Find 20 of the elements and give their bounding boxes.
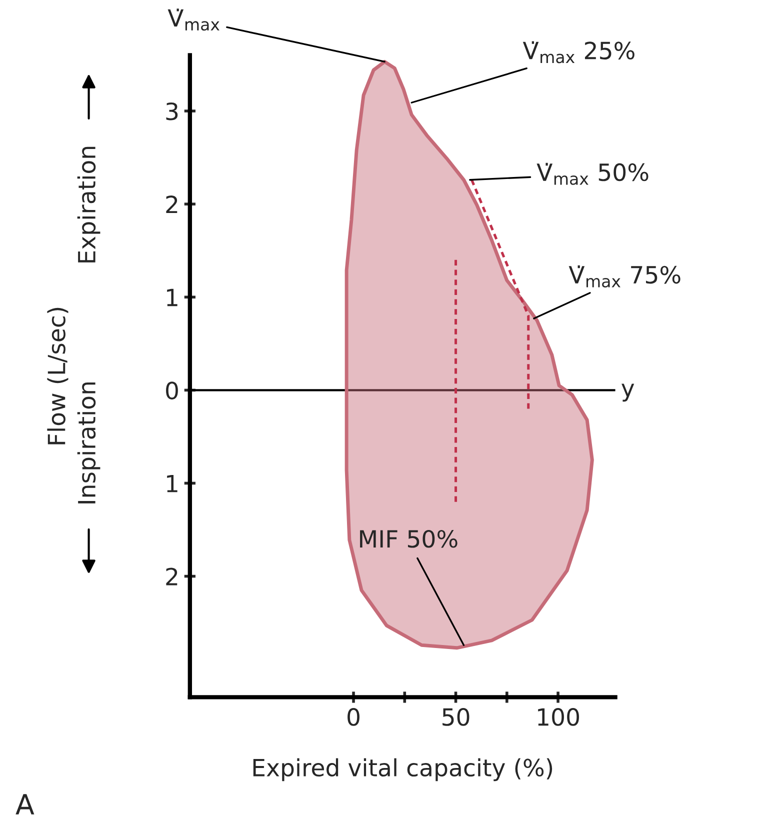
- x-tick-label: 100: [538, 708, 579, 726]
- text: Expiration: [77, 146, 100, 262]
- x-tick-label: 50: [442, 708, 470, 726]
- annotation: V̇$_{max}$ 50%: [536, 162, 648, 185]
- y-axis-title: Flow (L/sec): [47, 308, 68, 444]
- y-tick-label: 0: [166, 382, 178, 400]
- annotation: V̇$_{max}$ 25%: [522, 41, 634, 64]
- annotation: V̇$_{max}$: [168, 8, 220, 31]
- y-tick-label: 3: [166, 102, 178, 120]
- y-tick-label: 2: [166, 196, 178, 214]
- y-tick-label: 2: [166, 568, 178, 586]
- annotation: MIF 50%: [360, 530, 458, 548]
- text: A: [16, 794, 34, 814]
- ref-line-label: y: [622, 384, 634, 402]
- y-tick-label: 1: [167, 288, 178, 306]
- y-tick-label: 1: [167, 474, 178, 492]
- x-axis-title: Expired vital capacity (%): [253, 758, 552, 782]
- x-tick-label: 0: [348, 708, 360, 726]
- annotation: V̇$_{max}$ 75%: [568, 265, 680, 288]
- text: Inspiration: [77, 382, 100, 504]
